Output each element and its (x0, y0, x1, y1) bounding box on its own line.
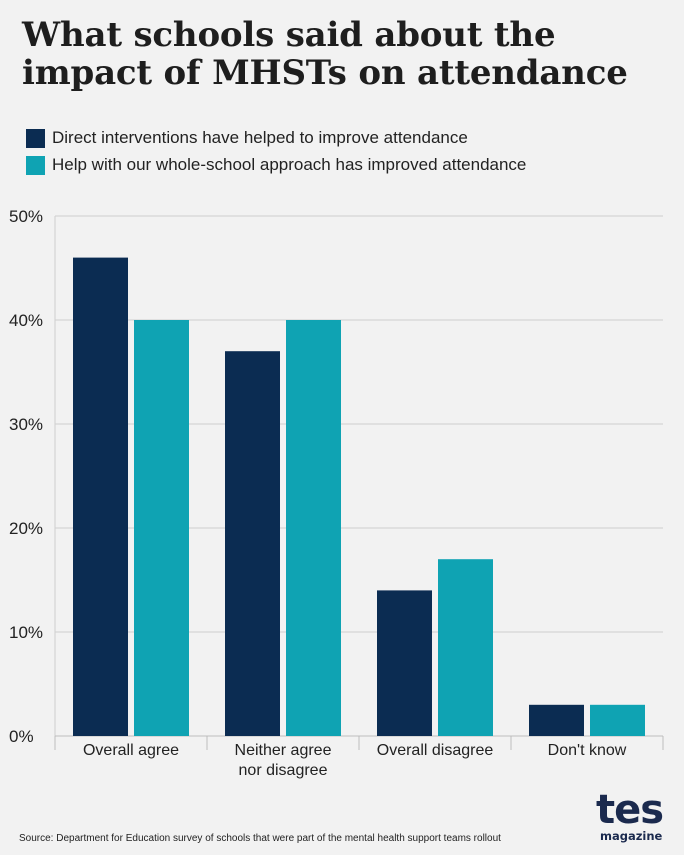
legend: Direct interventions have helped to impr… (26, 126, 526, 180)
x-axis: Overall agree Neither agree nor disagree Ov… (54, 736, 664, 779)
y-tick-label: 30% (9, 415, 43, 434)
tes-magazine-logo: tes magazine (596, 787, 664, 843)
chart-title: What schools said about the impact of MH… (22, 15, 628, 93)
x-tick-label: Overall disagree (377, 742, 494, 759)
bar-series-2-2 (438, 559, 493, 736)
bar-series-1-3 (529, 704, 584, 736)
legend-swatch-series-1 (26, 128, 45, 148)
bar-series-2-1 (286, 320, 341, 736)
legend-item-series-2: Help with our whole-school approach has … (26, 153, 526, 177)
x-tick-label: Overall agree (83, 742, 179, 759)
legend-label-series-1: Direct interventions have helped to impr… (52, 128, 468, 147)
bar-series-2-3 (590, 704, 645, 736)
source-note: Source: Department for Education survey … (19, 833, 501, 844)
bar-chart: 0% 10% 20% 30% 40% 50% Overall agree Neither a… (9, 207, 664, 779)
x-tick-label: Neither agree nor disagree (235, 742, 332, 779)
y-tick-label: 40% (9, 311, 43, 330)
legend-label-series-2: Help with our whole-school approach has … (52, 155, 527, 174)
legend-swatch-series-2 (26, 155, 45, 175)
y-tick-label: 20% (9, 519, 43, 538)
x-tick-label: Don't know (548, 742, 627, 759)
y-tick-label: 10% (9, 623, 43, 642)
y-tick-label: 50% (9, 207, 43, 226)
bar-series-2-0 (134, 320, 189, 736)
bar-series-1-0 (73, 257, 128, 736)
y-tick-label: 0% (9, 727, 34, 746)
legend-item-series-1: Direct interventions have helped to impr… (26, 126, 526, 150)
bar-series-1-2 (377, 590, 432, 736)
logo-wordmark: tes (596, 787, 664, 833)
bars (73, 257, 645, 736)
logo-subtitle: magazine (600, 829, 663, 843)
bar-series-1-1 (225, 351, 280, 736)
y-axis: 0% 10% 20% 30% 40% 50% (9, 207, 43, 746)
